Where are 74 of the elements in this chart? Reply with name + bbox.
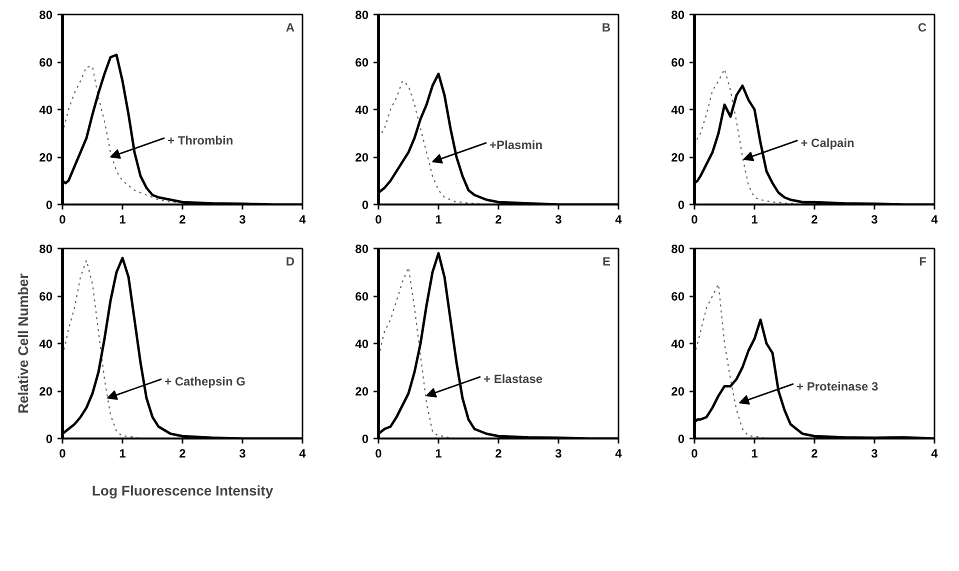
annotation: + Proteinase 3 [796, 379, 879, 394]
y-tick-label: 40 [39, 103, 53, 117]
y-tick-label: 40 [355, 103, 369, 117]
annotation: +Plasmin [490, 138, 543, 152]
annotation: D [286, 254, 295, 268]
y-tick-label: 20 [671, 384, 685, 398]
y-tick-label: 80 [355, 242, 369, 256]
y-tick-label: 60 [355, 56, 369, 70]
annotation: B [602, 20, 611, 34]
x-tick-label: 1 [119, 212, 126, 226]
y-tick-label: 0 [46, 432, 53, 446]
x-tick-label: 0 [691, 212, 698, 226]
annotation: + Calpain [800, 136, 854, 150]
x-tick-label: 4 [299, 446, 306, 460]
x-tick-label: 0 [691, 446, 698, 460]
y-tick-label: 40 [671, 337, 685, 351]
y-tick-label: 80 [39, 242, 53, 256]
y-tick-label: 20 [671, 150, 685, 164]
x-tick-label: 3 [555, 212, 562, 226]
y-tick-label: 20 [39, 150, 53, 164]
x-tick-label: 2 [179, 212, 186, 226]
annotation: E [602, 254, 611, 268]
x-tick-label: 3 [239, 212, 246, 226]
y-tick-label: 80 [671, 8, 685, 22]
x-axis-title: Log Fluorescence Intensity [92, 482, 274, 498]
x-tick-label: 2 [811, 446, 818, 460]
y-tick-label: 0 [678, 432, 685, 446]
x-tick-label: 0 [375, 212, 382, 226]
x-tick-label: 3 [239, 446, 246, 460]
y-tick-label: 0 [362, 432, 369, 446]
y-tick-label: 40 [355, 337, 369, 351]
x-tick-label: 0 [59, 212, 66, 226]
y-tick-label: 80 [39, 8, 53, 22]
x-tick-label: 2 [495, 212, 502, 226]
y-tick-label: 60 [671, 290, 685, 304]
x-tick-label: 4 [931, 446, 938, 460]
x-tick-label: 1 [751, 212, 758, 226]
x-tick-label: 1 [119, 446, 126, 460]
y-tick-label: 0 [362, 198, 369, 212]
y-axis-title: Relative Cell Number [15, 272, 32, 414]
x-tick-label: 2 [495, 446, 502, 460]
y-tick-label: 20 [355, 150, 369, 164]
y-tick-label: 20 [39, 384, 53, 398]
x-tick-label: 3 [555, 446, 562, 460]
x-tick-label: 2 [179, 446, 186, 460]
annotation: F [919, 254, 927, 268]
y-tick-label: 60 [355, 290, 369, 304]
annotation: + Elastase [484, 372, 543, 386]
x-tick-label: 1 [751, 446, 758, 460]
y-tick-label: 40 [671, 103, 685, 117]
y-tick-label: 80 [355, 8, 369, 22]
x-tick-label: 1 [435, 212, 442, 226]
y-tick-label: 80 [671, 242, 685, 256]
x-tick-label: 4 [615, 446, 622, 460]
annotation: A [286, 20, 295, 34]
y-tick-label: 20 [355, 384, 369, 398]
x-tick-label: 3 [871, 446, 878, 460]
y-tick-label: 0 [46, 198, 53, 212]
y-tick-label: 0 [678, 198, 685, 212]
x-tick-label: 2 [811, 212, 818, 226]
x-tick-label: 3 [871, 212, 878, 226]
y-tick-label: 60 [671, 56, 685, 70]
y-tick-label: 60 [39, 56, 53, 70]
y-tick-label: 60 [39, 290, 53, 304]
x-tick-label: 1 [435, 446, 442, 460]
annotation: + Cathepsin G [164, 374, 246, 388]
x-tick-label: 0 [59, 446, 66, 460]
x-tick-label: 4 [615, 212, 622, 226]
annotation: + Thrombin [168, 133, 234, 148]
x-tick-label: 4 [299, 212, 306, 226]
x-tick-label: 0 [375, 446, 382, 460]
y-tick-label: 40 [39, 337, 53, 351]
x-tick-label: 4 [931, 212, 938, 226]
annotation: C [918, 20, 927, 34]
